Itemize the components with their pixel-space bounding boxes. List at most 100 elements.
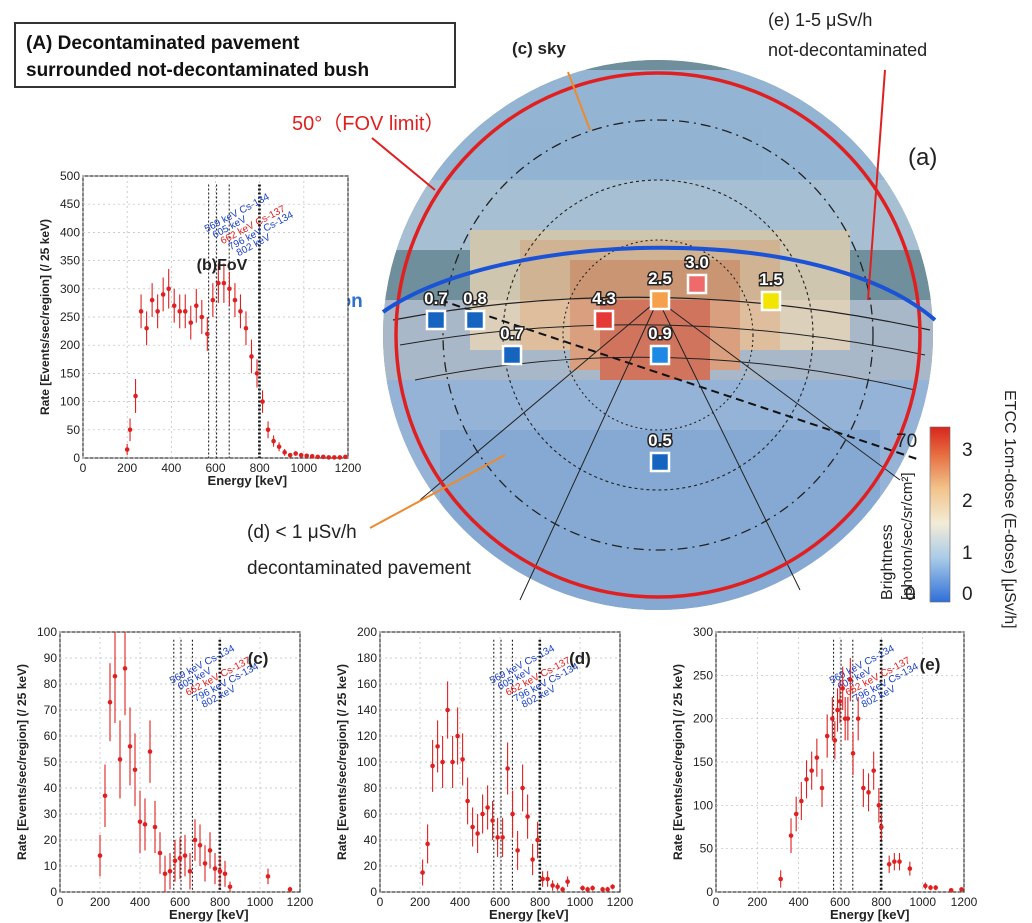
dose-markers: 0.7 0.8 0.7 4.3 2.5 3.0 1.5 0.9 0.5	[423, 252, 784, 473]
data-point	[182, 853, 188, 858]
dose-marker-square	[649, 451, 671, 473]
x-tick-label: 600	[205, 461, 225, 475]
x-tick-label: 0	[80, 461, 87, 475]
data-point	[923, 883, 928, 889]
data-point	[933, 885, 938, 890]
dose-marker-value: 0.9	[648, 324, 672, 343]
x-tick-label: 200	[410, 895, 430, 909]
y-axis-label: Rate [Events/sec/region] (/ 25 keV)	[335, 664, 349, 860]
data-point	[102, 793, 108, 799]
data-point	[907, 866, 913, 871]
data-point	[590, 885, 595, 891]
y-tick-label: 50	[44, 755, 58, 769]
data-point	[238, 309, 243, 314]
data-point	[177, 309, 183, 314]
data-point	[127, 744, 133, 749]
spectrum-chart-d: 0 200 400 600 800 1000 1200 0 20 40 60 80 100 120 140 1…	[335, 625, 634, 922]
y-tick-label: 100	[60, 395, 80, 409]
colorbar-brightness-unit: [photon/sec/sr/cm²]	[899, 472, 916, 600]
y-tick-label: 250	[693, 668, 713, 682]
data-point	[287, 887, 293, 892]
data-point	[197, 842, 203, 848]
data-point	[265, 874, 271, 879]
dose-marker-square	[686, 273, 708, 295]
colorbar-brightness-tick-0: 0	[905, 584, 916, 605]
data-point	[147, 749, 153, 754]
data-point	[162, 871, 168, 877]
data-point	[117, 757, 123, 762]
data-point	[840, 686, 845, 691]
data-point	[243, 325, 249, 331]
y-tick-label: 10	[44, 859, 58, 873]
data-point	[276, 444, 282, 450]
data-point	[510, 811, 515, 817]
data-point	[249, 354, 254, 359]
y-tick-label: 50	[700, 842, 714, 856]
y-tick-label: 100	[693, 798, 713, 812]
colorbar-dose-tick-1: 1	[962, 543, 973, 564]
x-tick-label: 200	[90, 895, 110, 909]
data-point	[282, 450, 287, 455]
data-point	[450, 759, 455, 765]
dose-marker: 3.0	[684, 252, 710, 295]
x-tick-label: 1000	[247, 895, 274, 909]
data-point	[315, 454, 321, 460]
data-point	[171, 303, 177, 309]
data-point	[897, 859, 902, 864]
data-point	[948, 887, 954, 893]
data-point	[202, 861, 208, 866]
dose-marker-value: 0.7	[424, 289, 448, 308]
colorbar-title: ETCC 1cm-dose (E-dose) [μSv/h]	[1001, 390, 1018, 629]
x-tick-label: 1200	[607, 895, 634, 909]
y-tick-label: 20	[364, 859, 378, 873]
data-point	[848, 677, 853, 682]
y-tick-label: 200	[60, 338, 80, 352]
data-point	[177, 855, 183, 861]
x-axis-label: Energy [keV]	[830, 907, 909, 922]
y-tick-label: 0	[370, 885, 377, 899]
data-point	[192, 837, 198, 843]
data-point	[530, 857, 535, 862]
dose-marker: 1.5	[758, 269, 784, 312]
data-point	[232, 297, 238, 303]
y-tick-label: 250	[60, 310, 80, 324]
x-tick-label: 1200	[951, 895, 978, 909]
data-point	[866, 790, 871, 795]
y-tick-label: 60	[44, 729, 58, 743]
data-point	[122, 666, 128, 671]
data-point	[167, 868, 173, 874]
dose-marker-square	[649, 289, 671, 311]
dose-marker-value: 0.8	[463, 289, 487, 308]
x-tick-label: 400	[450, 895, 470, 909]
data-point	[830, 716, 835, 721]
data-point	[580, 885, 585, 891]
dose-marker-square	[501, 344, 523, 366]
data-point	[460, 757, 465, 762]
data-point	[254, 371, 260, 376]
data-point	[160, 292, 166, 297]
data-point	[535, 837, 540, 843]
fov-label: 50°（FOV limit）	[292, 112, 444, 135]
data-point	[445, 707, 450, 713]
dose-marker-value: 3.0	[685, 253, 709, 272]
panel-title-box: (A) Decontaminated pavement surrounded n…	[14, 22, 456, 88]
x-tick-label: 1200	[287, 895, 314, 909]
data-point	[490, 818, 495, 823]
panel-title-line2: surrounded not-decontaminated bush	[26, 60, 370, 81]
dose-marker-square	[760, 290, 782, 312]
x-tick-label: 0	[377, 895, 384, 909]
x-tick-label: 400	[161, 461, 181, 475]
y-tick-label: 60	[364, 807, 378, 821]
data-point	[205, 331, 210, 337]
data-point	[221, 280, 227, 286]
data-point	[520, 785, 525, 791]
data-point	[271, 438, 276, 444]
y-tick-label: 200	[693, 712, 713, 726]
data-point	[793, 811, 799, 817]
data-point	[222, 871, 228, 877]
data-point	[216, 280, 221, 286]
y-tick-label: 30	[44, 807, 58, 821]
y-tick-label: 100	[357, 755, 377, 769]
data-point	[455, 733, 460, 739]
